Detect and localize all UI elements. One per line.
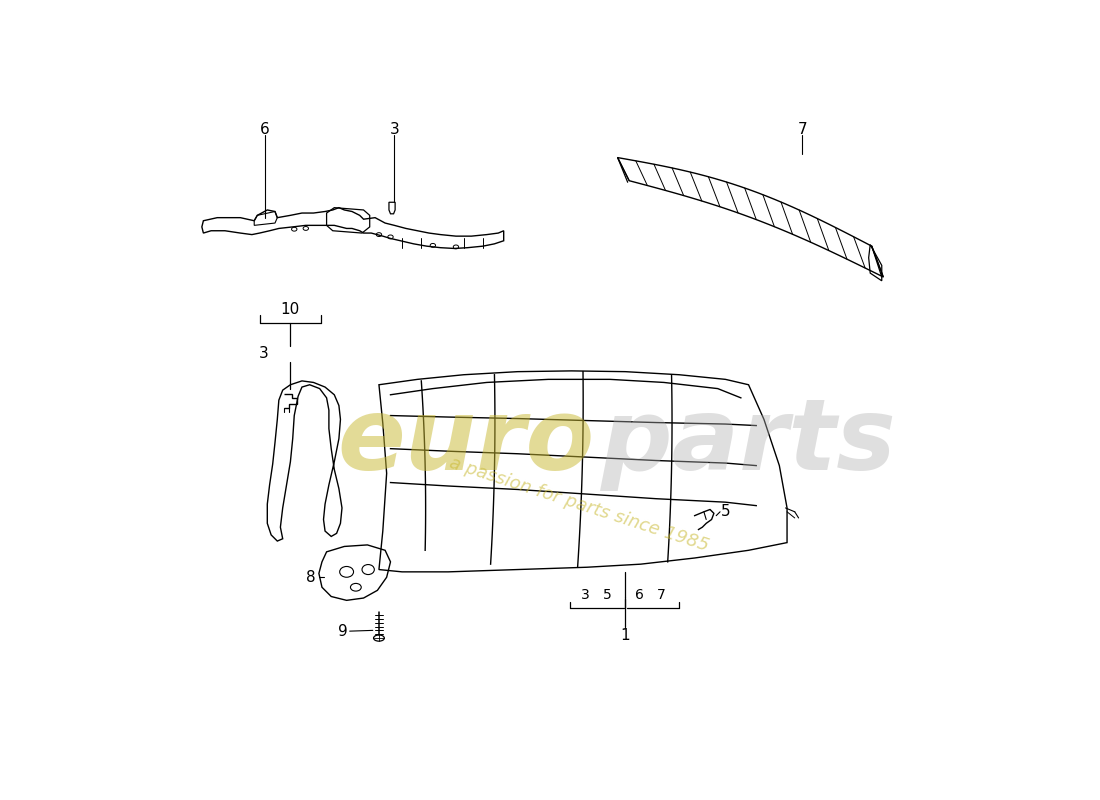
- Text: 5: 5: [720, 504, 730, 519]
- Text: 7: 7: [798, 122, 807, 138]
- Text: 10: 10: [280, 302, 300, 317]
- Text: 3: 3: [581, 588, 590, 602]
- Text: 6: 6: [635, 588, 643, 602]
- Text: parts: parts: [601, 394, 896, 491]
- Text: 6: 6: [260, 122, 270, 138]
- Text: 1: 1: [620, 627, 630, 642]
- Text: 9: 9: [338, 624, 348, 638]
- Text: 7: 7: [657, 588, 665, 602]
- Text: 5: 5: [603, 588, 612, 602]
- Text: 8: 8: [307, 570, 316, 585]
- Text: 3: 3: [258, 346, 268, 362]
- Text: euro: euro: [338, 394, 594, 491]
- Text: 3: 3: [389, 122, 399, 138]
- Text: a passion for parts since 1985: a passion for parts since 1985: [447, 454, 712, 554]
